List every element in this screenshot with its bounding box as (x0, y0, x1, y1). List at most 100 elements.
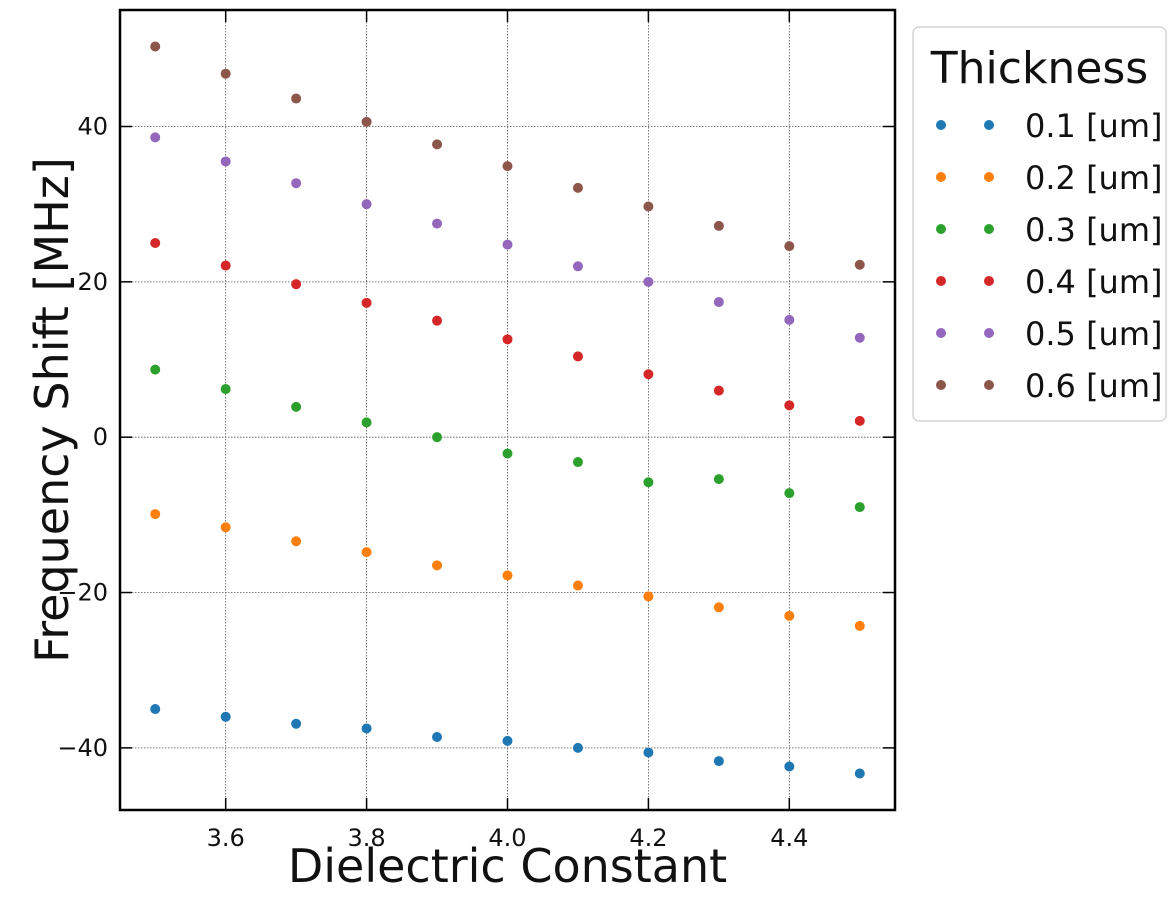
data-point (572, 182, 583, 193)
y-tick-label: 40 (77, 113, 108, 141)
data-point (502, 735, 513, 746)
legend-entry: 0.1 [um] (936, 107, 1162, 145)
legend-entry: 0.6 [um] (936, 367, 1162, 405)
legend-marker (984, 380, 994, 390)
y-tick-label: 0 (93, 423, 108, 451)
data-point (572, 742, 583, 753)
legend-entry: 0.5 [um] (936, 315, 1162, 353)
data-point (643, 591, 654, 602)
legend-marker (936, 276, 946, 286)
data-point (220, 68, 231, 79)
legend-items: 0.1 [um] 0.2 [um] 0.3 [um] 0.4 [um] 0.5 [um]… (936, 107, 1162, 405)
legend-marker (984, 224, 994, 234)
y-tick-label: −40 (57, 734, 108, 762)
legend-label: 0.4 [um] (1025, 263, 1162, 301)
data-point (572, 261, 583, 272)
data-point (361, 723, 372, 734)
data-point (784, 488, 795, 499)
legend-entry: 0.3 [um] (936, 211, 1162, 249)
legend-marker (936, 380, 946, 390)
data-point (361, 199, 372, 210)
data-point (572, 457, 583, 468)
data-point (150, 41, 161, 52)
legend-marker (984, 276, 994, 286)
data-point (643, 276, 654, 287)
data-point (502, 334, 513, 345)
data-point (502, 239, 513, 250)
data-point (432, 218, 443, 229)
data-point (291, 178, 302, 189)
data-point (361, 547, 372, 558)
grid-lines (120, 10, 895, 810)
data-point (291, 718, 302, 729)
data-point (361, 417, 372, 428)
data-point (220, 522, 231, 533)
data-point (784, 610, 795, 621)
data-point (643, 369, 654, 380)
data-point (572, 351, 583, 362)
data-point (220, 711, 231, 722)
data-point (291, 279, 302, 290)
data-point (784, 314, 795, 325)
data-point (713, 297, 724, 308)
data-point (150, 509, 161, 520)
x-axis-title: Dielectric Constant (288, 839, 727, 893)
data-point (150, 238, 161, 249)
data-point (854, 620, 865, 631)
legend-label: 0.1 [um] (1025, 107, 1162, 145)
data-point (854, 415, 865, 426)
data-point (432, 139, 443, 150)
data-point (432, 432, 443, 443)
data-point (643, 201, 654, 212)
data-point (220, 260, 231, 271)
legend-label: 0.6 [um] (1025, 367, 1162, 405)
legend-marker (936, 328, 946, 338)
legend-entry: 0.2 [um] (936, 159, 1162, 197)
data-point (572, 580, 583, 591)
legend-label: 0.5 [um] (1025, 315, 1162, 353)
data-point (854, 259, 865, 270)
data-point (854, 502, 865, 513)
x-tick-label: 3.6 (207, 824, 245, 852)
x-tick-label: 4.2 (629, 824, 667, 852)
data-point (713, 474, 724, 485)
data-point (432, 315, 443, 326)
data-points (150, 41, 865, 779)
legend-label: 0.3 [um] (1025, 211, 1162, 249)
y-tick-label: 20 (77, 268, 108, 296)
data-point (502, 161, 513, 172)
data-point (713, 220, 724, 231)
data-point (291, 536, 302, 547)
data-point (643, 477, 654, 488)
data-point (713, 602, 724, 613)
legend-marker (984, 120, 994, 130)
data-point (291, 401, 302, 412)
data-point (220, 384, 231, 395)
y-axis-title: Frequency Shift [MHz] (25, 157, 79, 663)
x-tick-label: 3.8 (348, 824, 386, 852)
data-point (150, 364, 161, 375)
data-point (854, 768, 865, 779)
data-point (643, 747, 654, 758)
tick-labels: 3.6 3.8 4.0 4.2 4.4 −40 −20 0 20 40 (57, 113, 808, 852)
legend: Thickness 0.1 [um] 0.2 [um] 0.3 [um] 0.4 [u… (912, 26, 1167, 422)
data-point (784, 400, 795, 411)
data-point (150, 132, 161, 143)
legend-marker (936, 120, 946, 130)
data-point (220, 156, 231, 167)
data-point (361, 297, 372, 308)
data-point (432, 731, 443, 742)
data-point (291, 93, 302, 104)
legend-marker (984, 172, 994, 182)
data-point (361, 116, 372, 127)
legend-marker (936, 224, 946, 234)
data-point (713, 756, 724, 767)
legend-entry: 0.4 [um] (936, 263, 1162, 301)
legend-title: Thickness (930, 43, 1148, 94)
data-point (854, 332, 865, 343)
data-point (784, 241, 795, 252)
data-point (432, 560, 443, 571)
legend-marker (984, 328, 994, 338)
data-point (502, 448, 513, 459)
